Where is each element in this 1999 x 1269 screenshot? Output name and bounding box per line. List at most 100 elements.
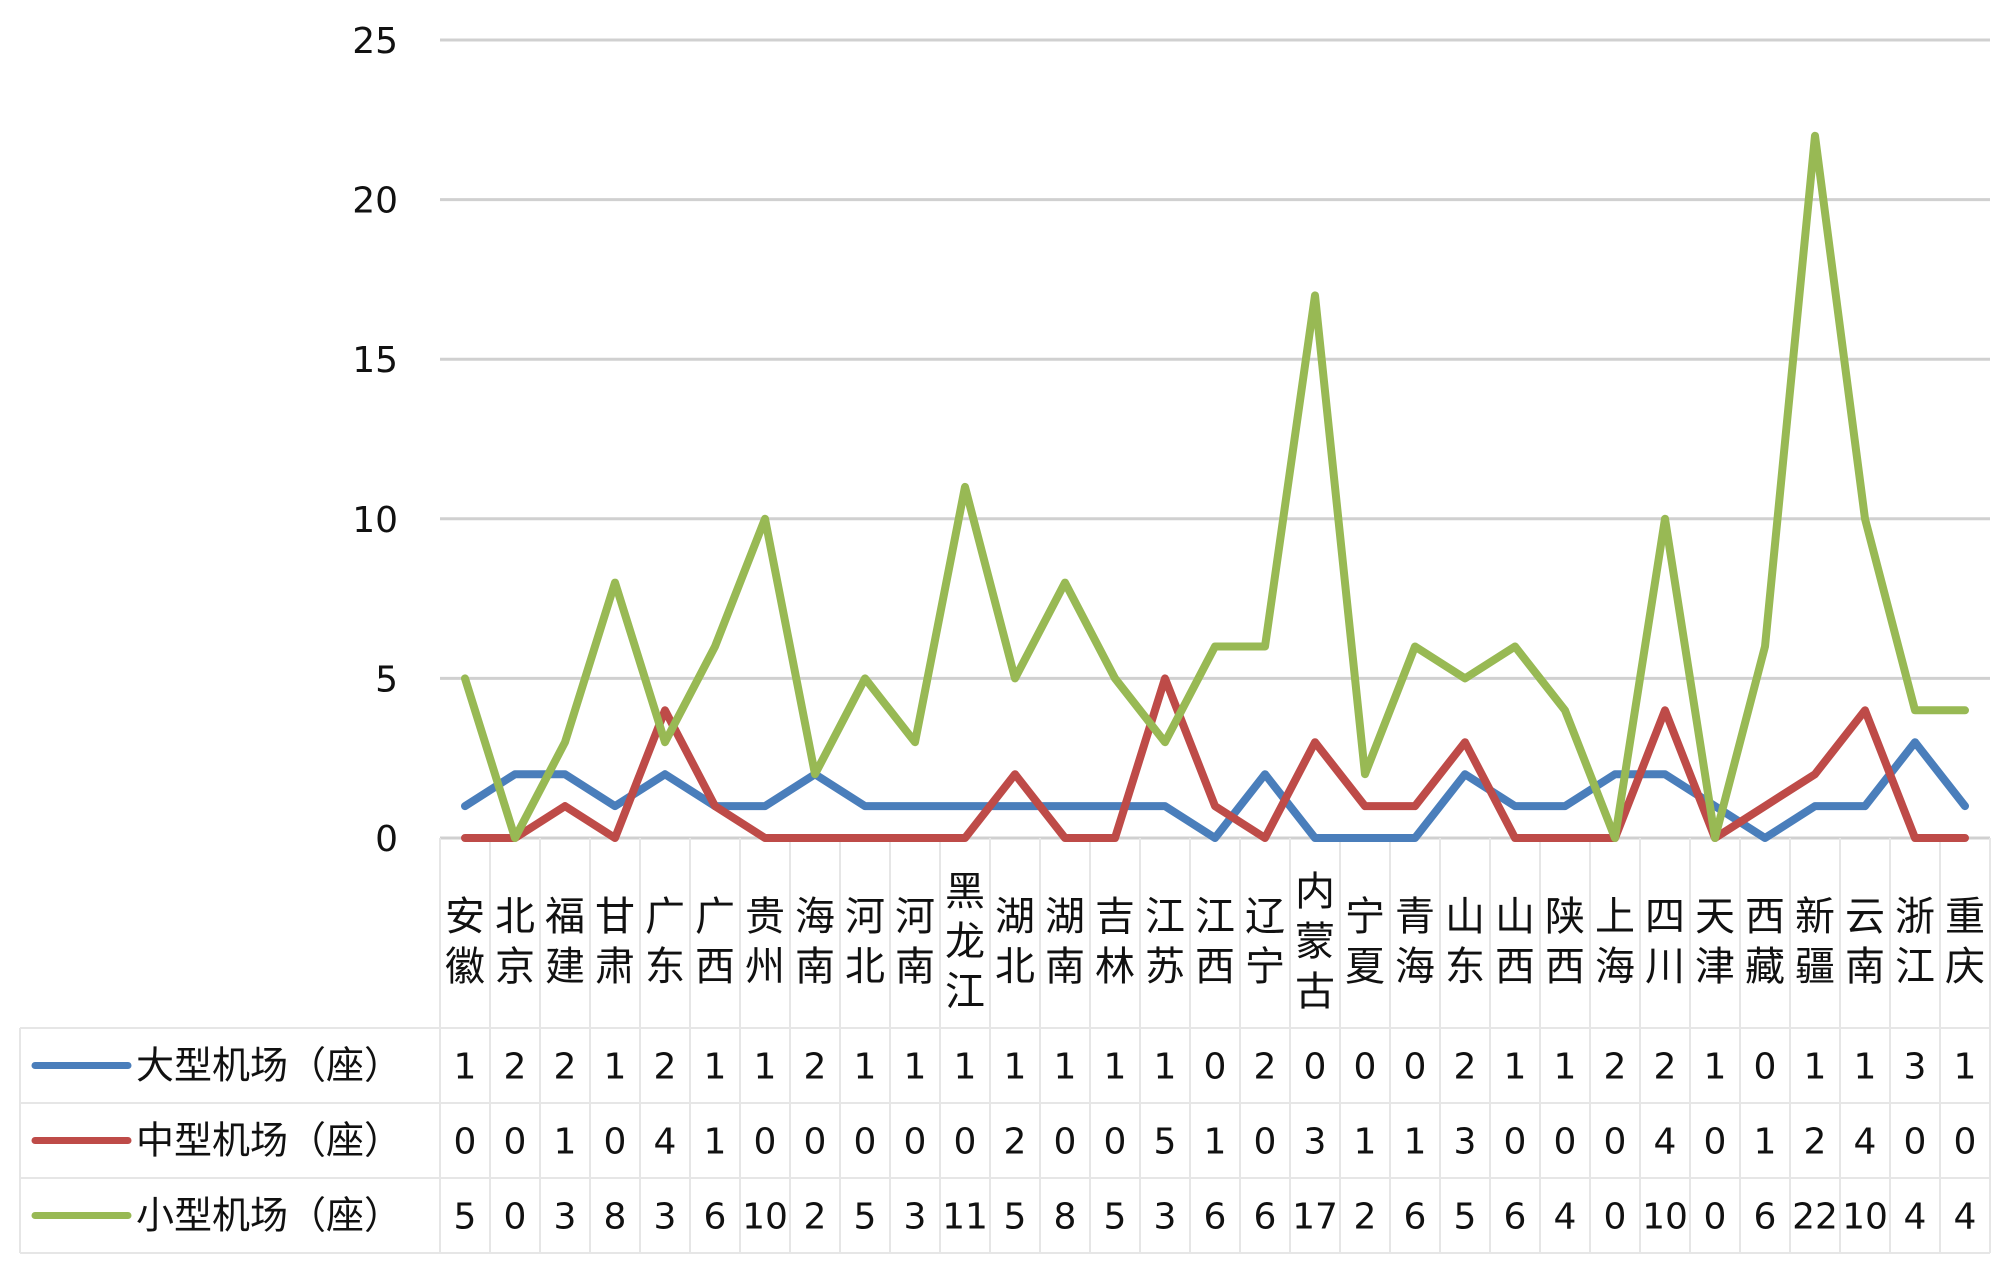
category-char: 西 — [1745, 894, 1785, 940]
data-table-cell: 0 — [1604, 1197, 1627, 1238]
data-table-cell: 1 — [704, 1047, 727, 1088]
category-char: 北 — [495, 894, 535, 940]
y-tick-label: 10 — [352, 500, 398, 541]
data-table-cell: 1 — [1104, 1047, 1127, 1088]
category-char: 江 — [1195, 894, 1235, 940]
data-table-cell: 1 — [1054, 1047, 1077, 1088]
category-char: 天 — [1695, 894, 1735, 940]
category-char: 东 — [645, 944, 685, 990]
data-table-cell: 2 — [504, 1047, 527, 1088]
data-table-cell: 4 — [1654, 1122, 1677, 1163]
category-char: 海 — [1395, 944, 1435, 990]
category-char: 南 — [795, 944, 835, 990]
category-char: 蒙 — [1295, 919, 1335, 965]
data-table-cell: 6 — [1404, 1197, 1427, 1238]
data-table-cell: 0 — [854, 1122, 877, 1163]
data-table-cell: 4 — [654, 1122, 677, 1163]
data-table-cell: 2 — [1354, 1197, 1377, 1238]
data-table-cell: 0 — [954, 1122, 977, 1163]
category-char: 北 — [845, 944, 885, 990]
category-char: 西 — [1495, 944, 1535, 990]
data-table-cell: 4 — [1554, 1197, 1577, 1238]
category-char: 宁 — [1345, 894, 1385, 940]
data-table-cell: 1 — [1004, 1047, 1027, 1088]
data-table-cell: 0 — [1404, 1047, 1427, 1088]
data-table-cell: 1 — [1954, 1047, 1977, 1088]
data-table-cell: 6 — [1204, 1197, 1227, 1238]
data-table-cell: 5 — [1454, 1197, 1477, 1238]
category-char: 四 — [1645, 894, 1685, 940]
category-char: 云 — [1845, 894, 1885, 940]
y-tick-label: 0 — [375, 819, 398, 860]
data-table-cell: 1 — [1504, 1047, 1527, 1088]
data-table-cell: 1 — [1154, 1047, 1177, 1088]
x-category-label: 四川 — [1645, 894, 1685, 990]
x-category-label: 新疆 — [1795, 894, 1835, 990]
category-char: 藏 — [1745, 944, 1785, 990]
category-char: 河 — [845, 894, 885, 940]
data-table-cell: 22 — [1792, 1197, 1838, 1238]
y-tick-label: 25 — [352, 21, 398, 62]
category-char: 北 — [995, 944, 1035, 990]
category-char: 肃 — [595, 944, 635, 990]
data-table-cell: 0 — [1054, 1122, 1077, 1163]
category-char: 林 — [1095, 944, 1135, 990]
data-table-cell: 3 — [1904, 1047, 1927, 1088]
data-table-cell: 3 — [554, 1197, 577, 1238]
data-table-cell: 0 — [504, 1122, 527, 1163]
x-category-label: 甘肃 — [595, 894, 635, 990]
category-char: 江 — [1895, 944, 1935, 990]
data-table-cell: 3 — [1154, 1197, 1177, 1238]
x-category-label: 宁夏 — [1345, 894, 1385, 990]
category-char: 新 — [1795, 894, 1835, 940]
data-table-cell: 1 — [1854, 1047, 1877, 1088]
category-char: 重 — [1945, 894, 1985, 940]
category-char: 内 — [1295, 869, 1335, 915]
series-lines — [461, 131, 1969, 842]
data-table-cell: 11 — [942, 1197, 988, 1238]
data-table-cell: 10 — [742, 1197, 788, 1238]
data-table-cell: 5 — [1004, 1197, 1027, 1238]
y-tick-label: 20 — [352, 181, 398, 222]
category-char: 南 — [1045, 944, 1085, 990]
x-category-label: 河北 — [845, 894, 885, 990]
category-char: 建 — [545, 944, 585, 990]
category-char: 吉 — [1095, 894, 1135, 940]
x-category-label: 西藏 — [1745, 894, 1785, 990]
x-category-label: 云南 — [1845, 894, 1885, 990]
x-category-label: 吉林 — [1095, 894, 1135, 990]
data-table-cell: 6 — [704, 1197, 727, 1238]
data-table-cell: 5 — [1104, 1197, 1127, 1238]
x-category-label: 江西 — [1195, 894, 1235, 990]
category-char: 宁 — [1245, 944, 1285, 990]
x-category-label: 江苏 — [1145, 894, 1185, 990]
data-table-cell: 5 — [454, 1197, 477, 1238]
x-category-label: 贵州 — [745, 894, 785, 990]
series-line-3 — [461, 131, 1969, 842]
x-category-label: 天津 — [1695, 894, 1735, 990]
data-table-cell: 1 — [1354, 1122, 1377, 1163]
category-char: 西 — [1195, 944, 1235, 990]
category-char: 川 — [1645, 944, 1685, 990]
data-table-cell: 0 — [1604, 1122, 1627, 1163]
category-char: 湖 — [1045, 894, 1085, 940]
data-table-cell: 6 — [1754, 1197, 1777, 1238]
x-category-label: 内蒙古 — [1295, 869, 1335, 1015]
data-table-cell: 1 — [1554, 1047, 1577, 1088]
legend-label: 小型机场（座） — [136, 1194, 402, 1238]
data-table-cell: 2 — [804, 1197, 827, 1238]
data-table-cell: 10 — [1842, 1197, 1888, 1238]
data-table-cell: 1 — [554, 1122, 577, 1163]
x-category-label: 山西 — [1495, 894, 1535, 990]
category-char: 辽 — [1245, 894, 1285, 940]
category-char: 广 — [695, 894, 735, 940]
data-table-cell: 0 — [1204, 1047, 1227, 1088]
data-table-cell: 1 — [1754, 1122, 1777, 1163]
data-table-cell: 0 — [804, 1122, 827, 1163]
data-table-cell: 2 — [654, 1047, 677, 1088]
y-tick-label: 5 — [375, 659, 398, 700]
x-category-label: 海南 — [795, 894, 835, 990]
data-table-cell: 0 — [504, 1197, 527, 1238]
x-category-label: 北京 — [495, 894, 535, 990]
category-char: 庆 — [1945, 944, 1985, 990]
